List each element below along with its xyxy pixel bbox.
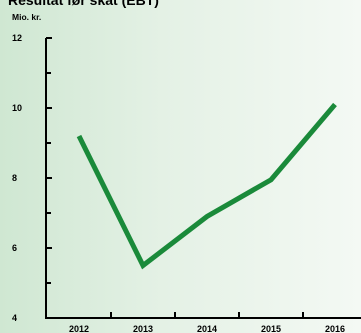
y-tick-label: 12 <box>12 33 22 43</box>
x-tick-label: 2012 <box>69 324 89 333</box>
x-tick-label: 2015 <box>261 324 281 333</box>
y-axis-unit: Mio. kr. <box>12 12 41 22</box>
x-axis: 2012 2013 2014 2015 2016 <box>45 312 361 333</box>
x-tick-label: 2014 <box>197 324 217 333</box>
y-tick-label: 8 <box>12 173 17 183</box>
y-axis: 4 6 8 10 12 <box>12 33 52 323</box>
series-layer <box>76 102 337 270</box>
x-tick-label: 2016 <box>325 324 345 333</box>
x-tick-label: 2013 <box>133 324 153 333</box>
series-line <box>76 102 337 270</box>
y-tick-label: 10 <box>12 103 22 113</box>
y-tick-label: 6 <box>12 243 17 253</box>
y-tick-label: 4 <box>12 313 17 323</box>
chart-title: Resultat før skat (EBT) <box>8 0 159 8</box>
